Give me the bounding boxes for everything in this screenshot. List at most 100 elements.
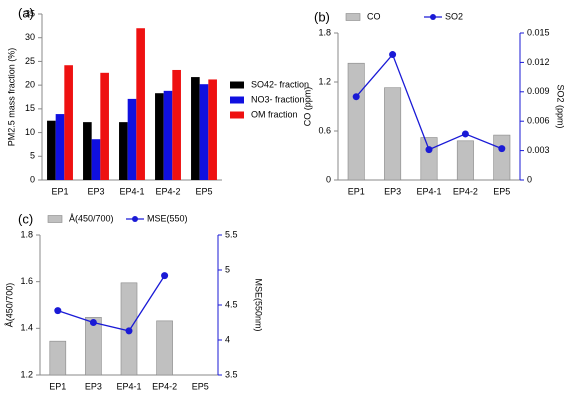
y2-axis-label: MSE(550nm): [254, 278, 264, 331]
bar: [47, 120, 56, 180]
legend-label: MSE(550): [147, 213, 188, 223]
y-tick-label: 10: [25, 127, 35, 137]
y2-axis-label: SO2 (ppm): [556, 84, 566, 128]
bar: [156, 320, 173, 376]
marker: [352, 93, 360, 101]
y2-tick-label: 5: [225, 264, 230, 274]
y-tick-label: 5: [30, 151, 35, 161]
line: [355, 53, 503, 151]
bar: [456, 140, 474, 181]
y2-tick-label: 3.5: [225, 369, 238, 379]
legend-swatch: [230, 81, 244, 89]
x-tick-label: EP1: [51, 186, 68, 196]
bar: [49, 340, 67, 376]
panel-title: (c): [18, 211, 33, 226]
x-tick-label: EP5: [192, 381, 209, 391]
x-tick-label: EP4-1: [119, 186, 144, 196]
y-tick-label: 1.6: [20, 276, 33, 286]
legend-swatch: [230, 111, 244, 119]
marker: [425, 146, 433, 154]
y2-tick-label: 4.5: [225, 299, 238, 309]
bar: [172, 69, 181, 180]
legend-swatch: [132, 216, 138, 222]
y-tick-label: 1.4: [20, 323, 33, 333]
marker: [389, 51, 397, 59]
x-tick-label: EP4-2: [152, 381, 177, 391]
legend-swatch: [345, 13, 361, 21]
y-tick-label: 0.6: [318, 125, 331, 135]
y2-tick-label: 4: [225, 334, 230, 344]
bar: [91, 139, 101, 180]
bar: [420, 137, 438, 181]
bar: [493, 134, 511, 181]
x-tick-label: EP5: [195, 186, 212, 196]
marker: [461, 130, 469, 138]
bar: [191, 77, 200, 180]
marker: [498, 145, 506, 153]
marker: [54, 307, 62, 315]
bar: [100, 72, 109, 180]
bar: [85, 317, 102, 376]
marker: [89, 319, 97, 326]
x-tick-label: EP4-1: [416, 186, 441, 196]
bar: [55, 114, 65, 180]
bar: [119, 122, 128, 180]
x-tick-label: EP1: [348, 186, 365, 196]
legend-label: NO3- fraction: [251, 94, 305, 104]
bar: [83, 122, 92, 180]
bar: [64, 65, 73, 180]
y-tick-label: 20: [25, 80, 35, 90]
x-tick-label: EP3: [384, 186, 401, 196]
x-tick-label: EP1: [49, 381, 66, 391]
bar: [163, 90, 173, 180]
x-tick-label: EP4-2: [155, 186, 180, 196]
y-tick-label: 1.8: [318, 27, 331, 37]
marker: [125, 327, 133, 335]
legend-swatch: [47, 215, 63, 223]
legend-swatch: [230, 96, 244, 104]
y2-tick-label: 0.006: [527, 116, 550, 126]
bar: [208, 79, 217, 180]
y2-tick-label: 0.003: [527, 145, 550, 155]
y-axis-label: CO (ppm): [302, 87, 312, 127]
y-axis-label: Å(450/700): [4, 283, 14, 328]
y2-tick-label: 0.009: [527, 86, 550, 96]
x-tick-label: EP3: [85, 381, 102, 391]
x-tick-label: EP3: [87, 186, 104, 196]
x-tick-label: EP4-2: [453, 186, 478, 196]
y-tick-label: 0: [326, 174, 331, 184]
marker: [161, 272, 169, 280]
bar: [347, 62, 365, 181]
legend-label: CO: [367, 11, 381, 21]
bar: [384, 87, 402, 181]
y-tick-label: 15: [25, 103, 35, 113]
legend-label: SO2: [445, 11, 463, 21]
x-tick-label: EP5: [493, 186, 510, 196]
y-tick-label: 35: [25, 8, 35, 18]
legend-label: Å(450/700): [69, 213, 114, 223]
bar: [199, 84, 209, 180]
y-axis-label: PM2.5 mass fraction (%): [6, 48, 16, 147]
y-tick-label: 1.2: [318, 76, 331, 86]
y-tick-label: 1.2: [20, 369, 33, 379]
bar: [136, 28, 145, 180]
y-tick-label: 30: [25, 32, 35, 42]
x-tick-label: EP4-1: [116, 381, 141, 391]
bar: [127, 98, 137, 180]
panel-title: (b): [314, 9, 330, 24]
y-tick-label: 25: [25, 56, 35, 66]
legend-label: SO42- fraction: [251, 79, 309, 89]
y2-tick-label: 0.015: [527, 27, 550, 37]
y-tick-label: 1.8: [20, 229, 33, 239]
bar: [155, 93, 164, 180]
y2-tick-label: 0: [527, 174, 532, 184]
y2-tick-label: 5.5: [225, 229, 238, 239]
panel-title: (a): [18, 5, 34, 20]
y2-tick-label: 0.012: [527, 57, 550, 67]
y-tick-label: 0: [30, 174, 35, 184]
legend-label: OM fraction: [251, 109, 298, 119]
line: [57, 275, 166, 332]
legend-swatch: [430, 14, 436, 20]
